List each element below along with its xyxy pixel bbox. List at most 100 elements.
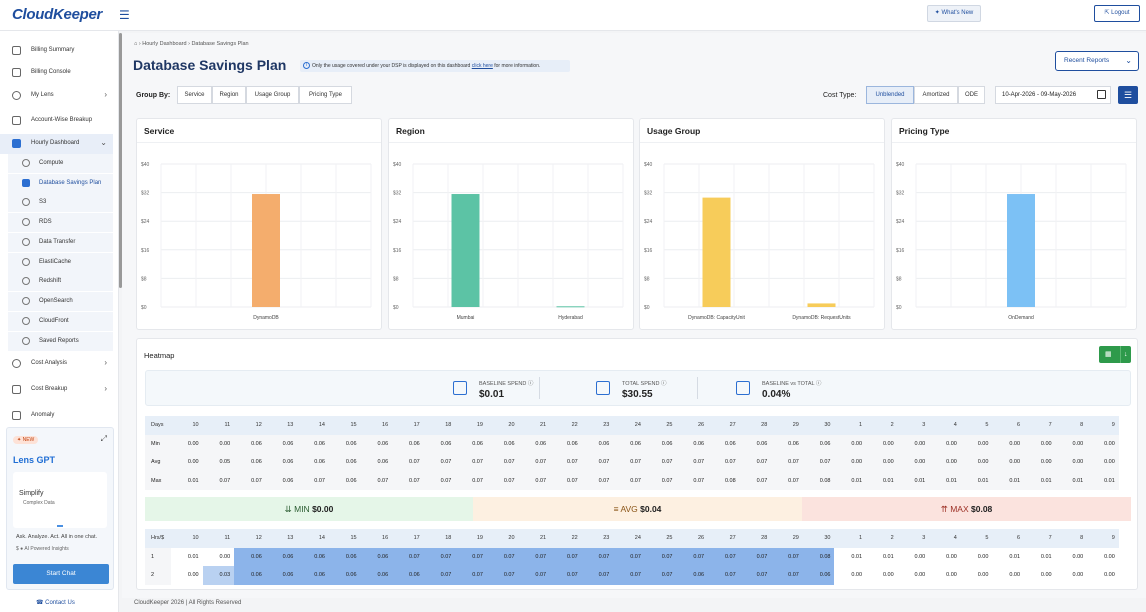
heatmap-cell[interactable]: 0.00 xyxy=(992,566,1025,585)
heatmap-cell[interactable]: 0.01 xyxy=(897,471,930,490)
heatmap-cell[interactable]: 0.06 xyxy=(234,566,266,585)
heatmap-cell[interactable]: 0.01 xyxy=(1024,547,1056,566)
heatmap-cell[interactable]: 0.06 xyxy=(328,547,361,566)
heatmap-cell[interactable]: 0.07 xyxy=(644,471,677,490)
heatmap-cell[interactable]: 0.07 xyxy=(676,547,709,566)
heatmap-cell[interactable]: 0.07 xyxy=(771,453,803,472)
heatmap-cell[interactable]: 0.06 xyxy=(676,434,709,453)
bar[interactable] xyxy=(807,303,836,307)
heatmap-cell[interactable]: 0.00 xyxy=(897,547,930,566)
groupby-pricing-type-tab[interactable]: Pricing Type xyxy=(299,86,352,104)
heatmap-cell[interactable]: 0.06 xyxy=(423,434,456,453)
heatmap-cell[interactable]: 0.06 xyxy=(265,471,298,490)
heatmap-cell[interactable]: 0.01 xyxy=(1055,471,1088,490)
heatmap-cell[interactable]: 0.06 xyxy=(392,434,424,453)
info-link[interactable]: click here xyxy=(471,63,493,69)
heatmap-cell[interactable]: 0.06 xyxy=(613,434,645,453)
heatmap-cell[interactable]: 0.07 xyxy=(771,547,803,566)
heatmap-cell[interactable]: 0.07 xyxy=(486,566,519,585)
heatmap-cell[interactable]: 0.07 xyxy=(708,566,740,585)
heatmap-cell[interactable]: 0.07 xyxy=(644,547,677,566)
sidebar-item-my-lens[interactable]: My Lens › xyxy=(0,86,113,106)
heatmap-cell[interactable]: 0.00 xyxy=(1087,566,1119,585)
heatmap-cell[interactable]: 0.06 xyxy=(581,434,614,453)
heatmap-cell[interactable]: 0.07 xyxy=(518,566,551,585)
heatmap-cell[interactable]: 0.06 xyxy=(328,453,361,472)
heatmap-cell[interactable]: 0.01 xyxy=(834,471,867,490)
info-icon[interactable]: ⓘ xyxy=(661,381,667,387)
sidebar-item-billing-summary[interactable]: Billing Summary xyxy=(0,41,113,61)
heatmap-cell[interactable]: 0.07 xyxy=(455,547,487,566)
heatmap-cell[interactable]: 0.00 xyxy=(834,566,867,585)
sidebar-item-anomaly[interactable]: Anomaly xyxy=(0,406,113,426)
sidebar-subitem-opensearch[interactable]: OpenSearch xyxy=(8,292,113,311)
info-icon[interactable]: ⓘ xyxy=(527,381,534,387)
heatmap-cell[interactable]: 0.07 xyxy=(550,547,582,566)
heatmap-cell[interactable]: 0.00 xyxy=(929,453,961,472)
heatmap-cell[interactable]: 0.06 xyxy=(518,434,551,453)
heatmap-cell[interactable]: 0.00 xyxy=(866,566,898,585)
heatmap-cell[interactable]: 0.00 xyxy=(897,434,930,453)
heatmap-cell[interactable]: 0.01 xyxy=(929,471,961,490)
sidebar-scrollbar[interactable] xyxy=(119,33,122,288)
cost-type-unblended[interactable]: Unblended xyxy=(866,86,914,104)
recent-reports-dropdown[interactable]: Recent Reports ⌄ xyxy=(1055,51,1139,71)
bar[interactable] xyxy=(1007,194,1035,307)
heatmap-cell[interactable]: 0.07 xyxy=(455,453,487,472)
groupby-service-tab[interactable]: Service xyxy=(177,86,212,104)
heatmap-cell[interactable]: 0.07 xyxy=(518,471,551,490)
heatmap-cell[interactable]: 0.00 xyxy=(866,453,898,472)
heatmap-cell[interactable]: 0.07 xyxy=(581,453,614,472)
heatmap-cell[interactable]: 0.00 xyxy=(960,566,993,585)
heatmap-cell[interactable]: 0.00 xyxy=(960,434,993,453)
heatmap-cell[interactable]: 0.07 xyxy=(550,453,582,472)
heatmap-cell[interactable]: 0.07 xyxy=(392,471,424,490)
heatmap-cell[interactable]: 0.06 xyxy=(265,434,298,453)
groupby-region-tab[interactable]: Region xyxy=(212,86,246,104)
heatmap-cell[interactable]: 0.07 xyxy=(455,471,487,490)
heatmap-cell[interactable]: 0.06 xyxy=(771,434,803,453)
heatmap-cell[interactable]: 0.00 xyxy=(960,453,993,472)
heatmap-cell[interactable]: 0.07 xyxy=(708,453,740,472)
start-chat-button[interactable]: Start Chat xyxy=(13,564,109,584)
heatmap-cell[interactable]: 0.00 xyxy=(1024,434,1056,453)
heatmap-cell[interactable]: 0.06 xyxy=(328,434,361,453)
heatmap-cell[interactable]: 0.00 xyxy=(897,566,930,585)
heatmap-cell[interactable]: 0.01 xyxy=(1087,471,1119,490)
heatmap-cell[interactable]: 0.07 xyxy=(297,471,329,490)
heatmap-cell[interactable]: 0.00 xyxy=(897,453,930,472)
home-icon[interactable]: ⌂ xyxy=(134,41,138,47)
heatmap-cell[interactable]: 0.00 xyxy=(171,566,203,585)
heatmap-cell[interactable]: 0.06 xyxy=(297,547,329,566)
heatmap-cell[interactable]: 0.00 xyxy=(834,434,867,453)
heatmap-cell[interactable]: 0.01 xyxy=(866,547,898,566)
heatmap-cell[interactable]: 0.07 xyxy=(708,547,740,566)
heatmap-cell[interactable]: 0.07 xyxy=(486,547,519,566)
heatmap-cell[interactable]: 0.06 xyxy=(392,566,424,585)
heatmap-cell[interactable]: 0.07 xyxy=(550,471,582,490)
heatmap-cell[interactable]: 0.07 xyxy=(739,566,772,585)
carousel-indicator[interactable] xyxy=(57,525,63,527)
heatmap-cell[interactable]: 0.07 xyxy=(644,566,677,585)
heatmap-cell[interactable]: 0.00 xyxy=(171,434,203,453)
heatmap-cell[interactable]: 0.06 xyxy=(234,434,266,453)
heatmap-cell[interactable]: 0.07 xyxy=(644,453,677,472)
contact-us-link[interactable]: ☎ Contact Us xyxy=(36,600,75,606)
heatmap-cell[interactable]: 0.01 xyxy=(171,471,203,490)
heatmap-cell[interactable]: 0.06 xyxy=(265,566,298,585)
heatmap-cell[interactable]: 0.00 xyxy=(1087,434,1119,453)
heatmap-cell[interactable]: 0.06 xyxy=(455,434,487,453)
heatmap-cell[interactable]: 0.07 xyxy=(613,453,645,472)
bar[interactable] xyxy=(702,197,731,307)
sidebar-item-cost-analysis[interactable]: Cost Analysis › xyxy=(0,354,113,374)
sidebar-subitem-s3[interactable]: S3 xyxy=(8,193,113,212)
heatmap-cell[interactable]: 0.07 xyxy=(550,566,582,585)
heatmap-cell[interactable]: 0.01 xyxy=(171,547,203,566)
heatmap-cell[interactable]: 0.03 xyxy=(202,566,235,585)
collapse-icon[interactable]: ⤢ xyxy=(100,434,107,443)
heatmap-cell[interactable]: 0.00 xyxy=(1055,547,1088,566)
heatmap-cell[interactable]: 0.06 xyxy=(360,434,393,453)
sidebar-subitem-redshift[interactable]: Redshift xyxy=(8,272,113,291)
heatmap-cell[interactable]: 0.07 xyxy=(613,547,645,566)
heatmap-cell[interactable]: 0.06 xyxy=(297,434,329,453)
